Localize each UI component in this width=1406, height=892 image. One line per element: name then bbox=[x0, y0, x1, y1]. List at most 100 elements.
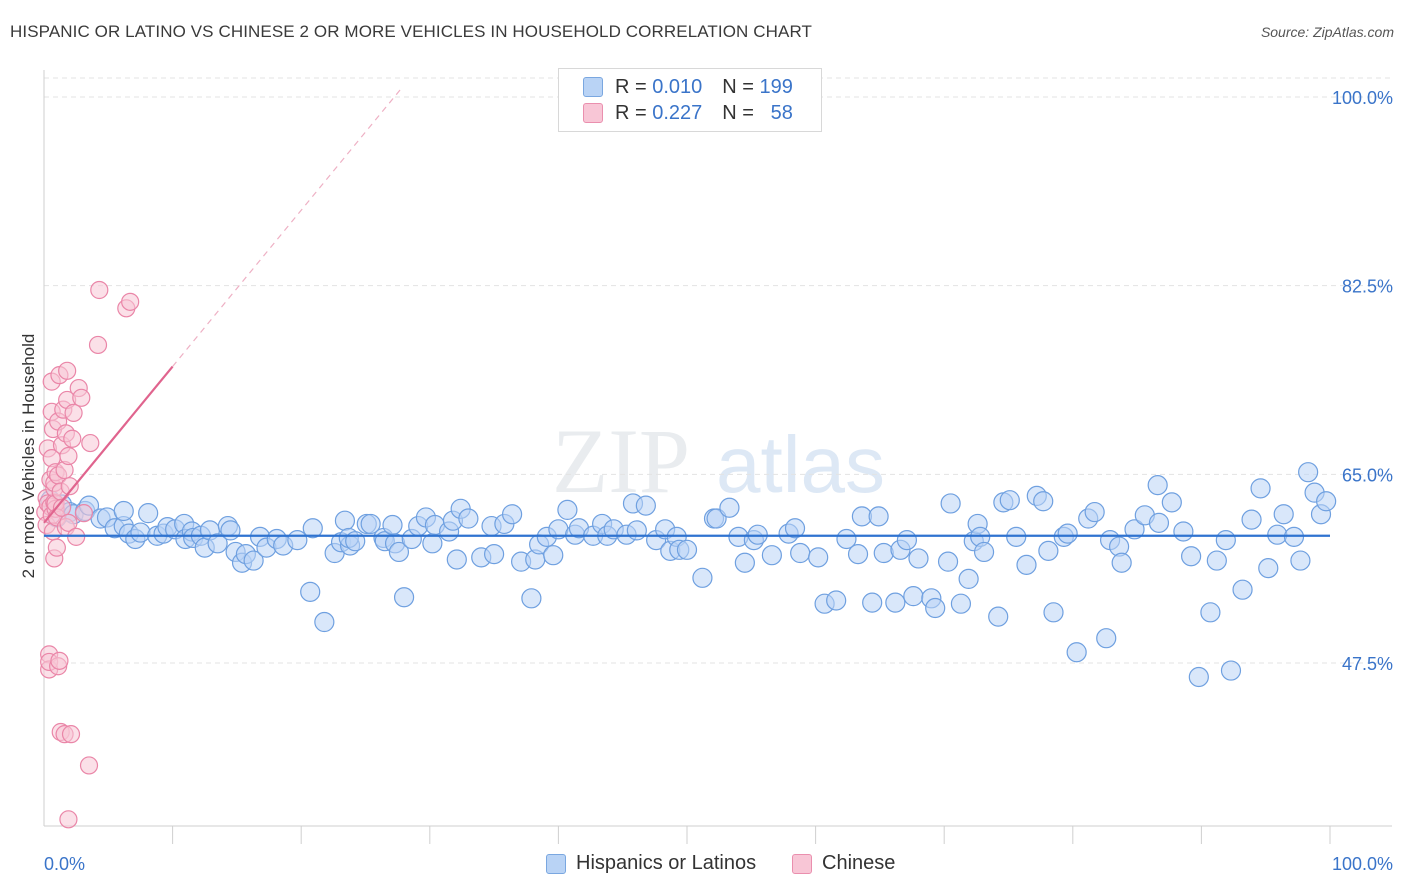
point-hispanics bbox=[393, 587, 415, 608]
point-hispanics bbox=[903, 586, 924, 607]
point-hispanics bbox=[862, 592, 883, 613]
source-label: Source: ZipAtlas.com bbox=[1260, 24, 1394, 40]
point-hispanics bbox=[626, 520, 647, 541]
point-hispanics bbox=[1084, 501, 1105, 523]
y-axis-label: 2 or more Vehicles in Household bbox=[19, 334, 38, 579]
legend-row-hispanics: R = 0.010 N = 199 bbox=[583, 74, 793, 100]
r-value: 0.227 bbox=[652, 101, 703, 124]
y-tick-label: 100.0% bbox=[1332, 88, 1393, 108]
point-hispanics bbox=[1215, 529, 1236, 551]
point-hispanics bbox=[300, 581, 321, 602]
point-hispanics bbox=[1232, 579, 1253, 600]
point-hispanics bbox=[1200, 602, 1221, 623]
grid bbox=[44, 77, 1392, 664]
point-hispanics bbox=[1148, 512, 1170, 533]
point-chinese bbox=[79, 756, 99, 775]
point-chinese bbox=[47, 538, 66, 557]
point-hispanics bbox=[207, 533, 228, 554]
point-hispanics bbox=[1250, 478, 1271, 499]
pink-swatch-icon bbox=[792, 853, 812, 874]
r-value: 0.010 bbox=[652, 75, 703, 98]
point-chinese bbox=[63, 429, 82, 448]
point-hispanics bbox=[113, 500, 134, 522]
tick-labels: 47.5% 65.0% 82.5% 100.0% 0.0% 100.0% bbox=[44, 88, 1393, 874]
point-hispanics bbox=[1181, 546, 1202, 567]
point-hispanics bbox=[1124, 519, 1145, 540]
point-chinese bbox=[59, 513, 78, 532]
watermark: ZIP atlas bbox=[552, 410, 885, 512]
legend-item-hispanics: Hispanics or Latinos bbox=[546, 852, 756, 875]
point-hispanics bbox=[808, 547, 829, 568]
point-hispanics bbox=[243, 550, 264, 571]
point-hispanics bbox=[1016, 554, 1037, 575]
point-hispanics bbox=[1147, 475, 1168, 496]
point-hispanics bbox=[999, 490, 1020, 511]
point-hispanics bbox=[1096, 628, 1117, 649]
point-hispanics bbox=[950, 593, 972, 614]
point-hispanics bbox=[314, 611, 335, 633]
point-chinese bbox=[121, 292, 140, 311]
point-chinese bbox=[59, 446, 78, 466]
r-label: R = bbox=[615, 101, 647, 124]
point-hispanics bbox=[896, 529, 918, 551]
legend-stats: R = 0.010 N = 199 R = 0.227 N = 58 bbox=[558, 68, 822, 132]
series-chinese-points bbox=[36, 280, 140, 829]
point-hispanics bbox=[692, 567, 713, 588]
y-tick-label: 65.0% bbox=[1342, 465, 1393, 485]
point-chinese bbox=[90, 280, 109, 300]
point-chinese bbox=[59, 810, 78, 829]
point-hispanics bbox=[873, 542, 894, 564]
trend-extension-chinese bbox=[172, 85, 404, 367]
point-hispanics bbox=[836, 528, 857, 550]
point-chinese bbox=[50, 651, 69, 670]
point-hispanics bbox=[790, 542, 811, 564]
point-chinese bbox=[61, 725, 81, 744]
point-chinese bbox=[58, 361, 77, 380]
r-label: R = bbox=[615, 75, 647, 98]
point-hispanics bbox=[1290, 550, 1311, 571]
point-hispanics bbox=[761, 545, 782, 566]
point-hispanics bbox=[543, 545, 564, 566]
point-hispanics bbox=[937, 551, 959, 572]
point-hispanics bbox=[1188, 666, 1209, 688]
point-hispanics bbox=[1038, 540, 1059, 561]
point-hispanics bbox=[719, 497, 740, 518]
point-hispanics bbox=[1298, 462, 1319, 483]
point-hispanics bbox=[287, 529, 308, 551]
point-hispanics bbox=[925, 597, 946, 619]
trend-line-chinese bbox=[43, 365, 174, 524]
point-chinese bbox=[74, 504, 93, 523]
point-hispanics bbox=[458, 508, 479, 529]
y-tick-label: 82.5% bbox=[1342, 277, 1393, 297]
point-chinese bbox=[81, 433, 100, 453]
point-hispanics bbox=[484, 544, 505, 565]
legend-row-chinese: R = 0.227 N = 58 bbox=[583, 100, 793, 126]
point-hispanics bbox=[557, 499, 578, 521]
point-hispanics bbox=[1066, 642, 1087, 663]
point-hispanics bbox=[706, 508, 727, 529]
point-hispanics bbox=[1241, 509, 1262, 530]
point-chinese bbox=[64, 403, 83, 422]
legend-item-chinese: Chinese bbox=[792, 852, 895, 875]
point-hispanics bbox=[302, 518, 323, 539]
n-value: 58 bbox=[770, 101, 793, 124]
n-label: N = bbox=[722, 101, 754, 124]
point-hispanics bbox=[784, 518, 806, 539]
point-hispanics bbox=[988, 606, 1009, 627]
blue-swatch-icon bbox=[583, 77, 603, 97]
point-hispanics bbox=[1173, 521, 1194, 542]
point-hispanics bbox=[908, 548, 929, 569]
point-hispanics bbox=[734, 552, 755, 573]
watermark-atlas: atlas bbox=[716, 420, 885, 509]
point-hispanics bbox=[1273, 504, 1294, 525]
point-hispanics bbox=[1057, 523, 1078, 544]
point-hispanics bbox=[334, 510, 356, 531]
point-hispanics bbox=[868, 506, 889, 527]
watermark-zip: ZIP bbox=[552, 410, 690, 512]
point-hispanics bbox=[521, 588, 542, 609]
point-hispanics bbox=[1258, 558, 1279, 579]
point-hispanics bbox=[826, 590, 847, 611]
point-hispanics bbox=[1220, 660, 1242, 681]
trend-lines bbox=[43, 85, 1330, 537]
point-chinese bbox=[72, 388, 91, 407]
